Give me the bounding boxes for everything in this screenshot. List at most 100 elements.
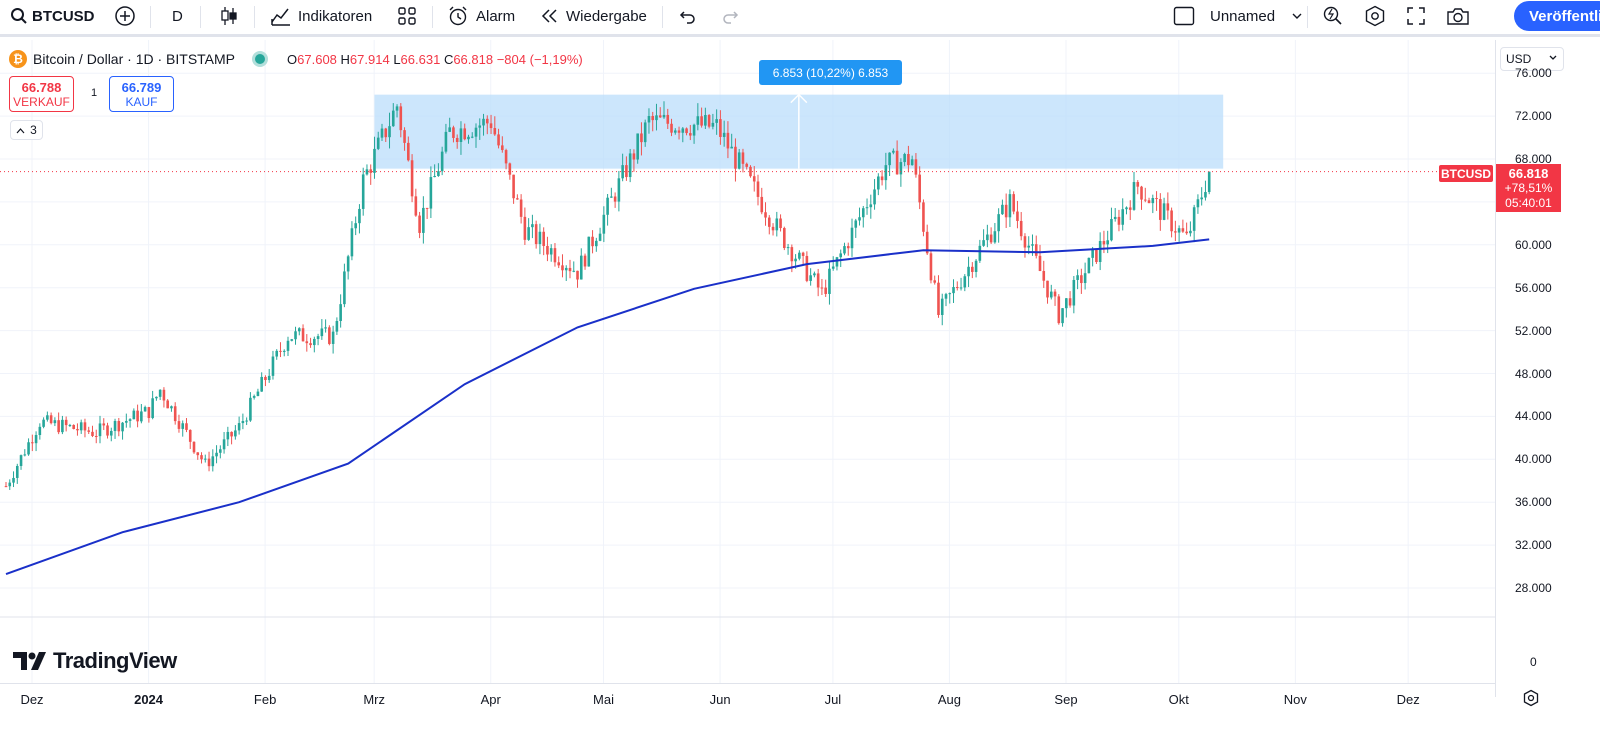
indicators-button[interactable]: Indikatoren <box>270 0 372 32</box>
candle-body <box>884 165 888 181</box>
chart-type-button[interactable] <box>219 0 239 32</box>
candle-body <box>673 130 677 133</box>
snapshot-button[interactable] <box>1446 0 1470 32</box>
buy-button[interactable]: 66.789 KAUF <box>109 76 174 112</box>
candle-body <box>482 118 485 126</box>
candle-body <box>519 199 523 217</box>
candle-body <box>696 116 700 125</box>
layout-menu-button[interactable]: Unnamed <box>1210 0 1303 32</box>
compare-symbol-button[interactable] <box>114 0 136 32</box>
price-chart[interactable] <box>0 40 1495 683</box>
toolbar-separator <box>1307 6 1308 28</box>
tradingview-logo[interactable]: TradingView <box>13 648 177 674</box>
candle-body <box>692 124 696 136</box>
undo-button[interactable] <box>678 0 698 32</box>
chevron-down-icon <box>1549 55 1557 60</box>
candle-body <box>106 425 109 436</box>
candle-body <box>1136 182 1140 187</box>
candle-body <box>1162 203 1166 220</box>
candle-body <box>128 419 132 421</box>
gear-icon <box>1365 5 1385 27</box>
candle-body <box>1016 211 1019 221</box>
candle-body <box>252 396 256 398</box>
fullscreen-button[interactable] <box>1406 0 1426 32</box>
candle-body <box>756 181 760 197</box>
candle-body <box>790 247 794 262</box>
candle-body <box>816 273 820 288</box>
templates-button[interactable] <box>397 0 417 32</box>
sell-button[interactable]: 66.788 VERKAUF <box>9 76 74 112</box>
candle-body <box>282 350 286 352</box>
candle-body <box>1140 186 1143 200</box>
candle-body <box>711 122 715 127</box>
candle-body <box>497 134 500 146</box>
candle-body <box>422 207 425 233</box>
candle-body <box>177 421 181 429</box>
candle-body <box>170 406 173 409</box>
candle-body <box>61 419 64 433</box>
candle-body <box>1125 207 1128 210</box>
candle-body <box>895 150 899 175</box>
price-tick-label: 32.000 <box>1515 538 1552 553</box>
candle-body <box>155 396 158 399</box>
chart-pane[interactable] <box>0 40 1530 697</box>
candle-body <box>219 449 222 453</box>
redo-button[interactable] <box>720 0 740 32</box>
interval-button[interactable]: D <box>172 0 183 32</box>
series-legend[interactable]: ₿ Bitcoin / Dollar · 1D · BITSTAMP O67.6… <box>9 49 583 69</box>
price-tick-label: 44.000 <box>1515 409 1552 424</box>
candle-body <box>459 128 463 142</box>
quick-search-button[interactable] <box>1322 0 1344 32</box>
replay-button[interactable]: Wiedergabe <box>540 0 647 32</box>
grid-icon <box>398 7 416 25</box>
axis-settings-button[interactable] <box>1522 689 1540 712</box>
plus-circle-icon <box>115 6 135 26</box>
candle-body <box>523 216 527 240</box>
candle-body <box>34 435 38 444</box>
price-axis[interactable] <box>1495 40 1600 697</box>
candle-body <box>271 356 275 376</box>
symbol-search[interactable]: BTCUSD <box>10 0 95 32</box>
publish-button[interactable]: Veröffentlichen <box>1514 1 1600 31</box>
candle-body <box>316 336 320 339</box>
indicators-toggle[interactable]: 3 <box>10 120 43 140</box>
settings-button[interactable] <box>1364 0 1386 32</box>
candle-body <box>899 162 903 175</box>
candle-body <box>241 421 245 424</box>
alarm-button[interactable]: Alarm <box>447 0 515 32</box>
candle-body <box>918 174 921 203</box>
candle-body <box>68 425 72 427</box>
time-tick-label: Aug <box>937 692 962 707</box>
series-title[interactable]: Bitcoin / Dollar · 1D · BITSTAMP <box>33 51 236 67</box>
candle-body <box>858 217 861 221</box>
candle-body <box>335 321 339 332</box>
candle-body <box>331 331 335 344</box>
measure-tool[interactable] <box>374 93 1224 169</box>
undo-icon <box>679 11 695 24</box>
candle-body <box>380 128 384 138</box>
candle-body <box>256 391 260 397</box>
candle-body <box>726 132 730 149</box>
candle-body <box>809 275 812 281</box>
candle-body <box>15 465 19 478</box>
layout-checkbox[interactable] <box>1173 0 1195 32</box>
candle-body <box>369 169 373 173</box>
candle-body <box>121 422 124 432</box>
price-tick-label: 60.000 <box>1515 237 1552 252</box>
candle-body <box>820 287 824 289</box>
candle-body <box>831 266 835 269</box>
gear-icon <box>1523 689 1539 707</box>
candle-body <box>12 477 15 483</box>
candle-body <box>31 442 34 444</box>
currency-select[interactable]: USD <box>1500 47 1564 71</box>
candle-body <box>143 407 147 412</box>
candle-body <box>1207 171 1211 193</box>
candle-body <box>234 430 237 437</box>
candle-body <box>452 127 455 138</box>
time-tick-label: Dez <box>1396 692 1420 707</box>
candle-body <box>922 202 925 232</box>
time-axis[interactable] <box>0 683 1495 713</box>
candle-body <box>1087 257 1091 274</box>
candle-body <box>53 420 57 424</box>
candle-body <box>136 410 139 422</box>
